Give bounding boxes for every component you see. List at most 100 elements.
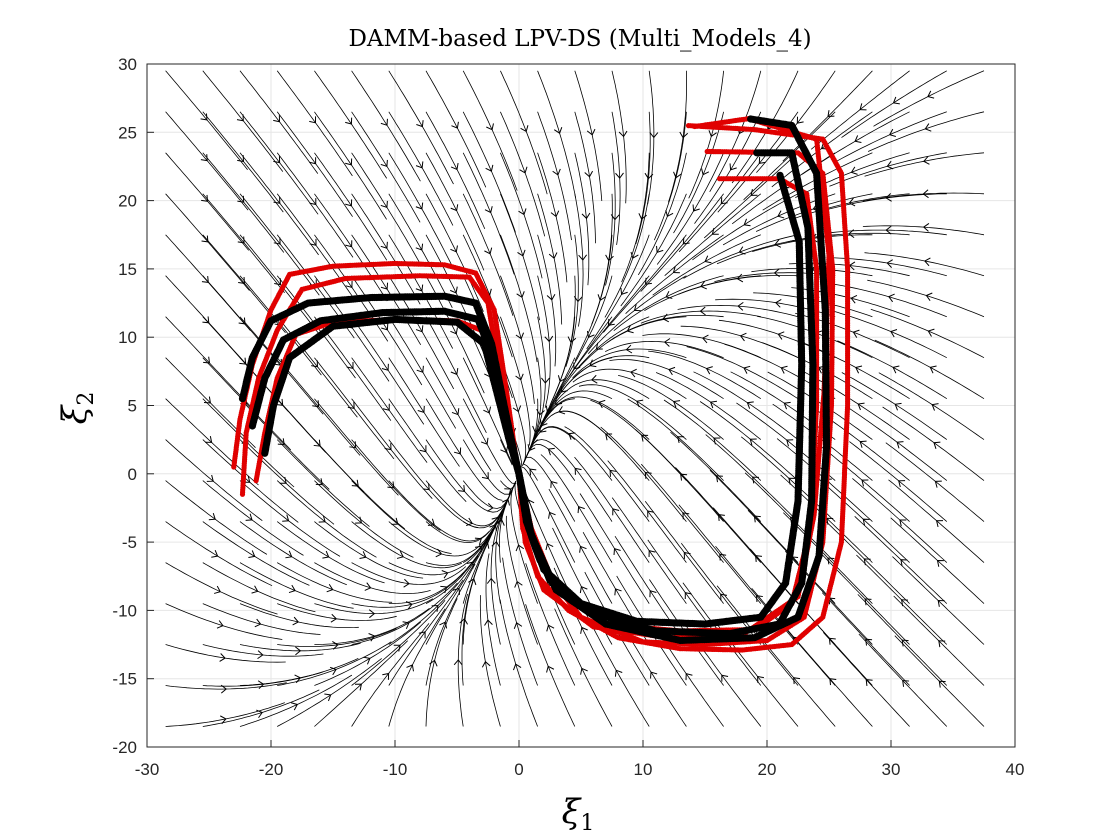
streamline-arrow <box>922 223 930 232</box>
streamline-arrow <box>692 204 700 212</box>
streamline-arrow <box>273 115 281 123</box>
streamline-arrow <box>577 506 585 514</box>
streamline-arrow <box>200 113 208 121</box>
streamline-arrow <box>937 599 945 607</box>
streamline-arrow <box>827 110 835 118</box>
streamline-arrow <box>567 336 577 344</box>
streamline-arrow <box>450 327 458 335</box>
streamline-arrow <box>548 511 556 519</box>
streamline-arrow <box>679 131 689 139</box>
streamline-arrow <box>586 128 596 136</box>
streamline-arrow <box>633 304 641 312</box>
streamline-arrow <box>579 545 587 553</box>
streamline-arrow <box>251 585 259 594</box>
streamline-arrow <box>672 266 680 274</box>
streamline-arrow <box>568 432 576 440</box>
streamline-arrow <box>418 631 426 639</box>
streamline-arrow <box>827 557 835 565</box>
streamline-arrow <box>201 235 209 243</box>
streamline-arrow <box>739 332 747 342</box>
streamline-arrow <box>415 161 424 169</box>
streamline-arrow <box>708 130 717 138</box>
streamline-arrow <box>677 436 685 444</box>
streamline-arrow <box>282 514 290 522</box>
streamline-arrow <box>415 284 424 292</box>
streamline-arrow <box>613 547 621 556</box>
streamline-arrow <box>480 437 489 445</box>
streamline-arrow <box>650 671 658 679</box>
streamline-arrow <box>550 480 558 488</box>
streamline-arrow <box>828 637 836 645</box>
streamline-arrow <box>548 252 558 259</box>
demonstrations-point <box>692 123 698 130</box>
streamline-arrow <box>474 537 482 545</box>
streamline-arrow <box>355 516 363 524</box>
streamline-arrow <box>380 282 389 290</box>
streamline-arrow <box>936 559 944 567</box>
streamline-arrow <box>680 473 688 481</box>
streamline-arrow <box>536 408 545 416</box>
streamline-arrow <box>486 577 496 584</box>
streamline-arrow <box>391 517 399 525</box>
streamline-arrow <box>502 498 510 506</box>
demonstrations-point <box>716 176 723 182</box>
streamline-arrow <box>458 484 466 492</box>
streamline-arrow <box>546 293 556 301</box>
streamline-arrow <box>416 365 424 373</box>
streamline-arrow <box>382 403 390 411</box>
streamline-arrow <box>515 332 525 340</box>
streamline-arrow <box>309 157 317 165</box>
streamline-arrow <box>359 551 367 559</box>
streamline-arrow <box>682 237 690 245</box>
streamline-arrow <box>515 373 524 381</box>
streamline-arrow <box>380 241 388 249</box>
streamline-arrow <box>515 544 525 552</box>
streamline-arrow <box>699 306 706 316</box>
streamline-arrow <box>311 360 319 368</box>
streamline-arrow <box>485 164 494 172</box>
streamline-arrow <box>519 166 528 174</box>
streamline-arrow <box>852 329 860 338</box>
streamline-arrow <box>309 198 317 206</box>
streamline-arrow <box>701 168 710 176</box>
streamline-arrow <box>238 317 246 325</box>
streamline-arrow <box>773 268 780 278</box>
streamline-arrow <box>512 663 522 671</box>
streamline-arrow <box>553 127 563 134</box>
streamline-arrow <box>717 514 725 522</box>
streamline-arrow <box>380 159 388 167</box>
streamline-arrow <box>719 553 727 561</box>
streamline-arrow <box>491 516 499 524</box>
streamline-arrow <box>415 243 424 251</box>
streamline-arrow <box>326 583 334 593</box>
streamline-arrow <box>439 621 448 629</box>
streamline-arrow <box>205 436 213 443</box>
streamline-arrow <box>934 480 942 488</box>
streamline-arrow <box>238 276 246 284</box>
streamline-arrow <box>318 515 326 523</box>
streamline-arrow <box>513 622 523 629</box>
streamline-arrow <box>922 189 929 199</box>
streamline-arrow <box>484 247 493 255</box>
streamline-arrow <box>636 399 644 408</box>
reproduced-point <box>776 171 784 179</box>
streamline-arrow <box>364 582 372 591</box>
streamline-arrow <box>746 401 754 409</box>
streamline-arrow <box>890 329 898 338</box>
streamline-arrow <box>935 520 944 528</box>
streamline-arrow <box>273 156 281 164</box>
streamline-arrow <box>450 204 459 212</box>
streamline-arrow <box>595 342 603 350</box>
streamline-arrow <box>663 338 671 347</box>
streamline-arrow <box>578 254 588 261</box>
streamline-arrow <box>514 580 523 588</box>
streamline-arrow <box>625 344 633 354</box>
streamline-arrow <box>743 218 751 227</box>
streamline-arrow <box>702 334 709 344</box>
streamline-arrow <box>685 673 693 681</box>
streamline-arrow <box>885 225 892 235</box>
streamline-arrow <box>483 406 492 414</box>
streamline-arrow <box>256 709 263 719</box>
streamline-arrow <box>859 440 867 448</box>
streamline-arrow <box>403 578 410 588</box>
